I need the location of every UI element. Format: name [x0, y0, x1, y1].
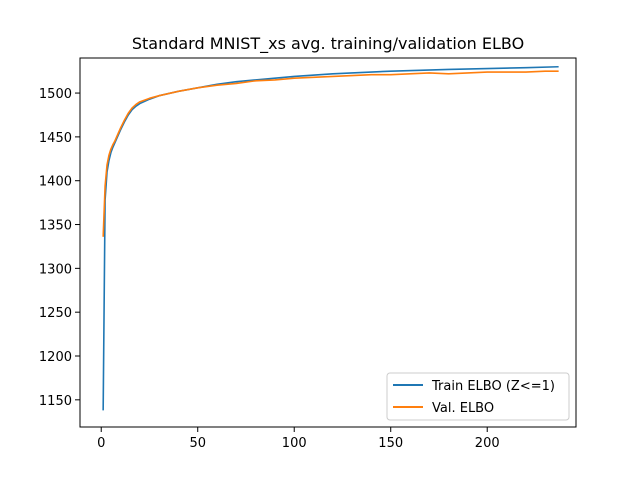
series-line-1 [102, 70, 559, 237]
y-tick-label: 1250 [39, 306, 72, 321]
x-tick-label: 100 [282, 436, 307, 451]
chart-title: Standard MNIST_xs avg. training/validati… [132, 34, 524, 54]
y-tick-label: 1200 [39, 350, 72, 365]
x-tick-label: 0 [97, 436, 105, 451]
legend-label-val-elbo: Val. ELBO [432, 401, 494, 416]
y-tick-label: 1300 [39, 262, 72, 277]
x-tick-label: 200 [475, 436, 500, 451]
x-tick-label: 50 [189, 436, 206, 451]
legend: Train ELBO (Z<=1) Val. ELBO [386, 372, 570, 421]
x-tick-label: 150 [378, 436, 403, 451]
y-tick-label: 1350 [39, 219, 72, 234]
legend-label-train-elbo: Train ELBO (Z<=1) [431, 379, 555, 394]
series-layer [102, 65, 559, 411]
plot-area [79, 57, 577, 428]
y-axis: 1150 1200 1250 1300 1350 1400 1450 1500 [39, 87, 80, 409]
series-line-0 [102, 65, 559, 411]
y-tick-label: 1150 [39, 394, 72, 409]
y-tick-label: 1400 [39, 175, 72, 190]
legend-box [386, 372, 570, 421]
y-tick-label: 1450 [39, 131, 72, 146]
y-tick-label: 1500 [39, 87, 72, 102]
x-axis: 0 50 100 150 200 [97, 427, 500, 451]
